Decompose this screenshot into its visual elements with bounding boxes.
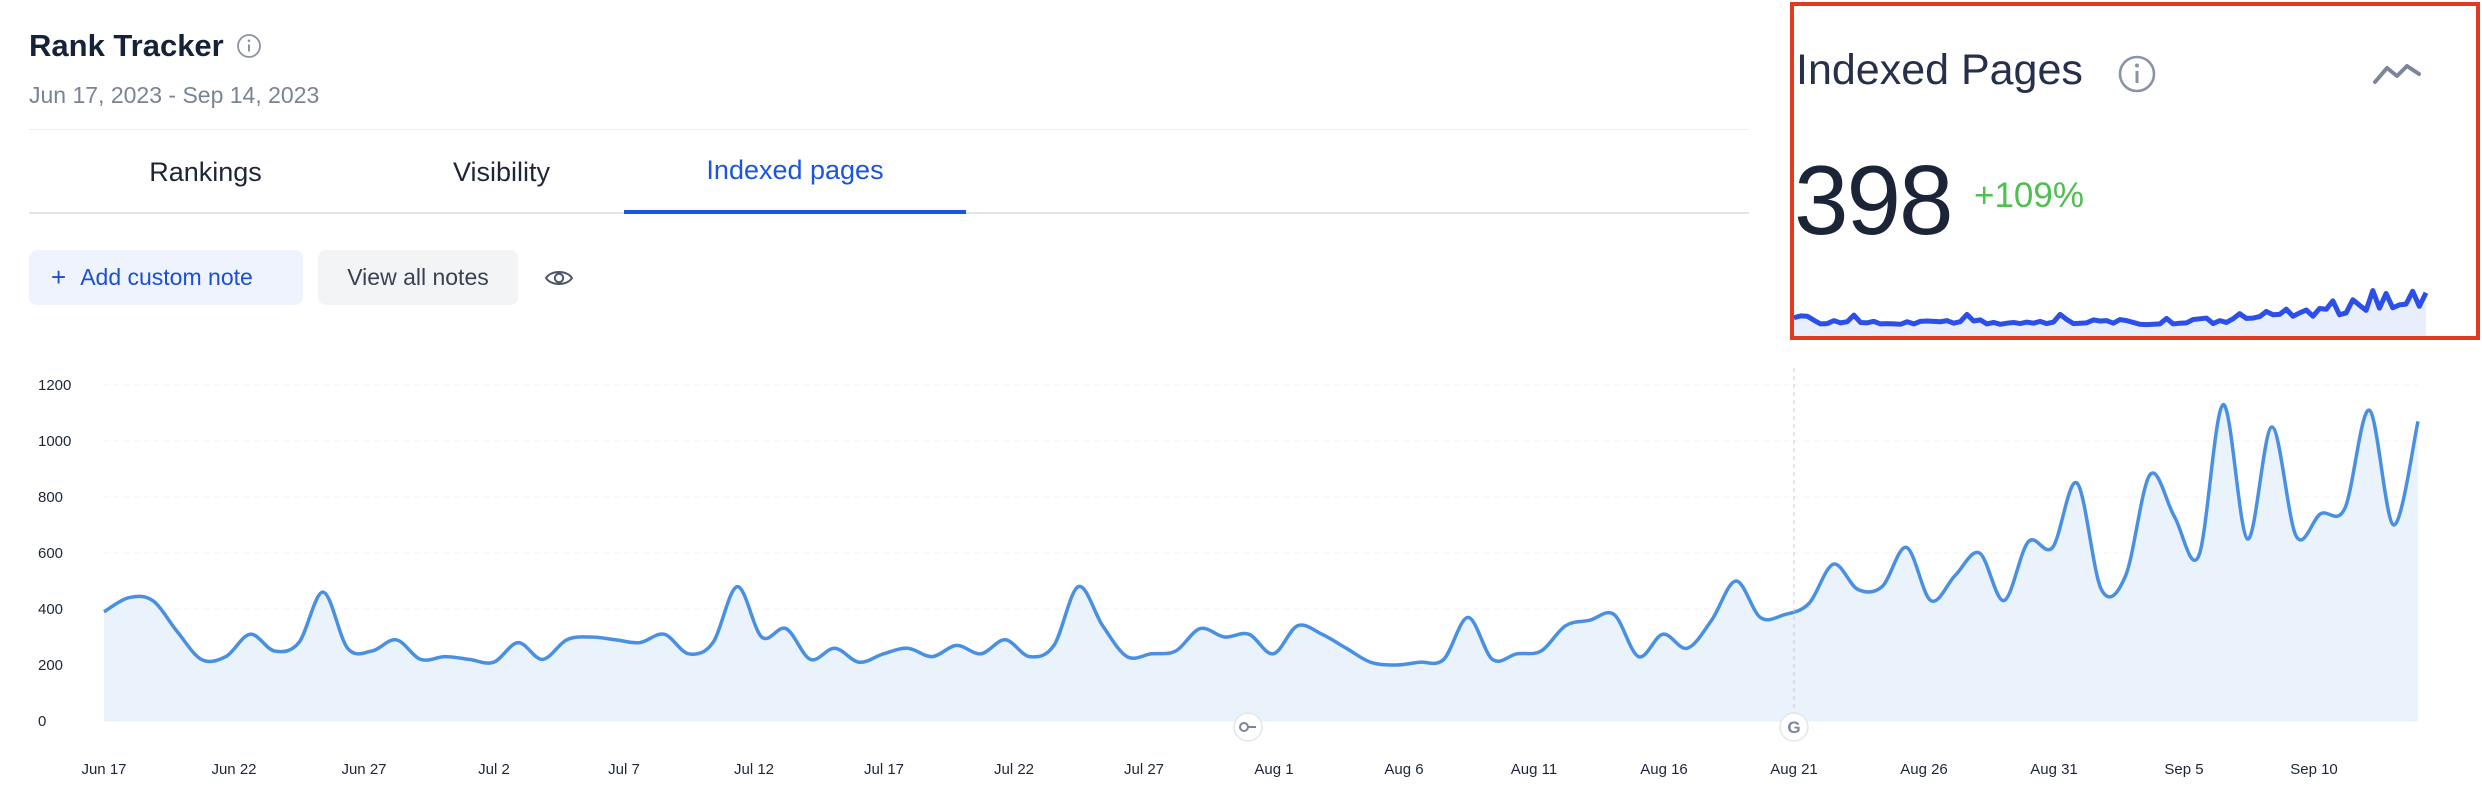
google-icon-glyph: G <box>1787 718 1800 737</box>
y-tick-label: 200 <box>38 657 63 674</box>
x-tick-label: Jul 22 <box>994 761 1034 778</box>
chart-svg: 0 200 400 600 800 1000 1200 Jun 17 Jun 22 Jun 27 J… <box>38 368 2420 778</box>
y-tick-label: 600 <box>38 545 63 562</box>
add-custom-note-button[interactable]: + Add custom note <box>29 250 303 305</box>
plus-icon: + <box>51 262 67 292</box>
view-all-notes-button[interactable]: View all notes <box>318 250 518 305</box>
key-icon <box>1233 712 1263 742</box>
x-tick-label: Sep 5 <box>2164 761 2203 778</box>
trend-icon[interactable] <box>2372 56 2422 90</box>
x-tick-label: Jul 2 <box>478 761 510 778</box>
y-tick-label: 400 <box>38 601 63 618</box>
tab-rankings[interactable]: Rankings <box>149 156 262 187</box>
tab-bar: Rankings Visibility Indexed pages <box>29 130 1749 214</box>
x-tick-label: Jun 27 <box>341 761 386 778</box>
x-tick-label: Jun 22 <box>211 761 256 778</box>
x-tick-label: Aug 31 <box>2030 761 2078 778</box>
x-tick-label: Jul 17 <box>864 761 904 778</box>
tab-visibility[interactable]: Visibility <box>452 156 551 187</box>
x-tick-label: Aug 26 <box>1900 761 1948 778</box>
x-tick-label: Aug 11 <box>1511 761 1557 778</box>
x-tick-label: Aug 16 <box>1640 761 1688 778</box>
divider <box>29 129 1749 130</box>
date-range: Jun 17, 2023 - Sep 14, 2023 <box>29 82 320 108</box>
info-icon[interactable] <box>2117 54 2157 94</box>
y-tick-label: 0 <box>38 713 46 730</box>
add-note-label: Add custom note <box>80 264 253 290</box>
card-change: +109% <box>1974 176 2084 215</box>
sparkline-line <box>1794 288 2429 328</box>
x-tick-label: Jul 27 <box>1124 761 1164 778</box>
x-tick-label: Aug 1 <box>1254 761 1293 778</box>
title-row: Rank Tracker <box>29 28 262 64</box>
x-tick-label: Aug 6 <box>1384 761 1423 778</box>
sparkline <box>1794 288 2429 336</box>
google-icon-bg <box>1779 712 1809 742</box>
x-tick-label: Jun 17 <box>81 761 126 778</box>
indexed-pages-card: Indexed Pages 398 +109% <box>1790 2 2480 340</box>
indexed-pages-chart: 0 200 400 600 800 1000 1200 Jun 17 Jun 22 Jun 27 J… <box>0 360 2482 800</box>
eye-icon[interactable] <box>543 262 575 294</box>
info-icon[interactable] <box>236 33 262 59</box>
page-title: Rank Tracker <box>29 28 224 63</box>
tab-indexed-pages[interactable]: Indexed pages <box>624 130 966 214</box>
card-value: 398 <box>1794 145 1954 255</box>
y-tick-label: 800 <box>38 489 63 506</box>
series-line <box>103 402 2420 667</box>
x-tick-label: Sep 10 <box>2290 761 2338 778</box>
series-area <box>104 404 2418 721</box>
card-title: Indexed Pages <box>1796 46 2083 94</box>
x-tick-label: Jul 7 <box>608 761 640 778</box>
sparkline-area <box>1794 290 2426 336</box>
x-tick-label: Jul 12 <box>734 761 774 778</box>
x-tick-label: Aug 21 <box>1770 761 1818 778</box>
y-tick-label: 1200 <box>38 377 71 394</box>
google-icon: G <box>1779 712 1809 742</box>
y-tick-label: 1000 <box>38 433 71 450</box>
